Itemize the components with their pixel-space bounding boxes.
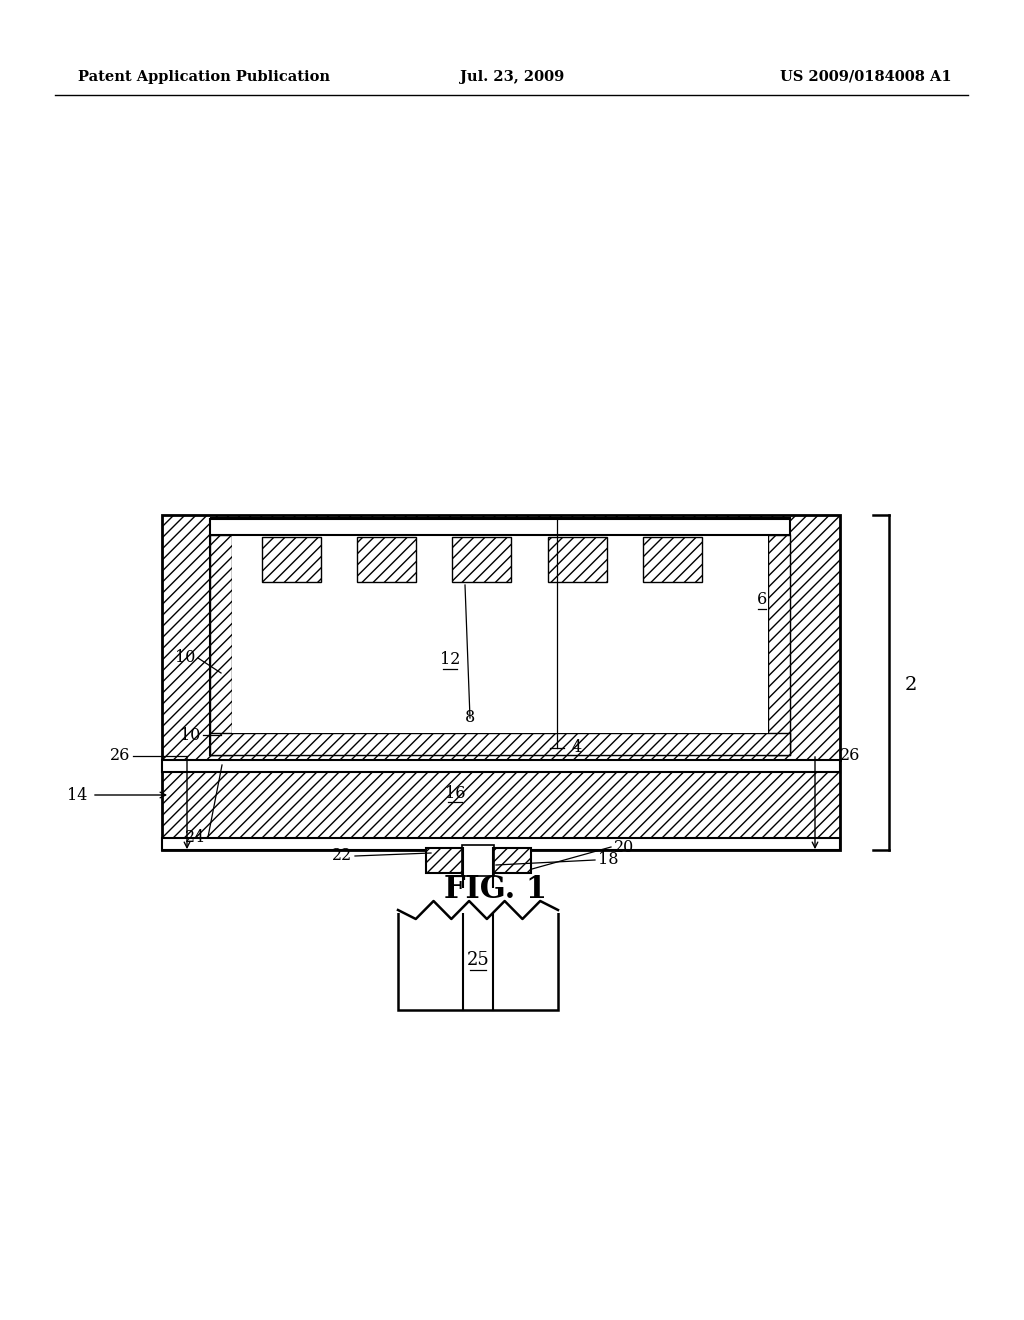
- Bar: [398, 909, 558, 1010]
- Text: 12: 12: [440, 652, 460, 668]
- Bar: [357, 537, 416, 582]
- Bar: [210, 535, 232, 755]
- Text: 26: 26: [110, 747, 130, 764]
- Bar: [210, 733, 790, 755]
- Bar: [162, 838, 840, 850]
- Bar: [426, 847, 531, 873]
- Bar: [162, 760, 840, 772]
- Text: FIG. 1: FIG. 1: [443, 874, 547, 906]
- Bar: [643, 537, 701, 582]
- Text: 26: 26: [840, 747, 860, 764]
- Bar: [262, 537, 322, 582]
- Text: 8: 8: [465, 710, 475, 726]
- Text: 14: 14: [67, 787, 87, 804]
- Text: Patent Application Publication: Patent Application Publication: [78, 70, 330, 84]
- Bar: [395, 888, 561, 913]
- Text: 22: 22: [332, 847, 352, 865]
- Bar: [548, 537, 606, 582]
- Text: Jul. 23, 2009: Jul. 23, 2009: [460, 70, 564, 84]
- Bar: [462, 845, 494, 876]
- Bar: [768, 535, 790, 755]
- Bar: [162, 760, 840, 850]
- Bar: [453, 537, 511, 582]
- Text: 6: 6: [757, 591, 767, 609]
- Bar: [210, 535, 790, 755]
- Text: 24: 24: [184, 829, 205, 846]
- Text: 4: 4: [572, 739, 582, 756]
- Bar: [162, 515, 840, 760]
- Text: 18: 18: [598, 851, 618, 869]
- Bar: [210, 519, 790, 535]
- Text: 10: 10: [179, 726, 200, 743]
- Text: 2: 2: [905, 676, 918, 694]
- Text: 16: 16: [444, 784, 465, 801]
- Bar: [232, 535, 768, 733]
- Text: 20: 20: [614, 838, 634, 855]
- Text: 10: 10: [175, 649, 195, 667]
- Text: 25: 25: [467, 950, 489, 969]
- Text: US 2009/0184008 A1: US 2009/0184008 A1: [780, 70, 952, 84]
